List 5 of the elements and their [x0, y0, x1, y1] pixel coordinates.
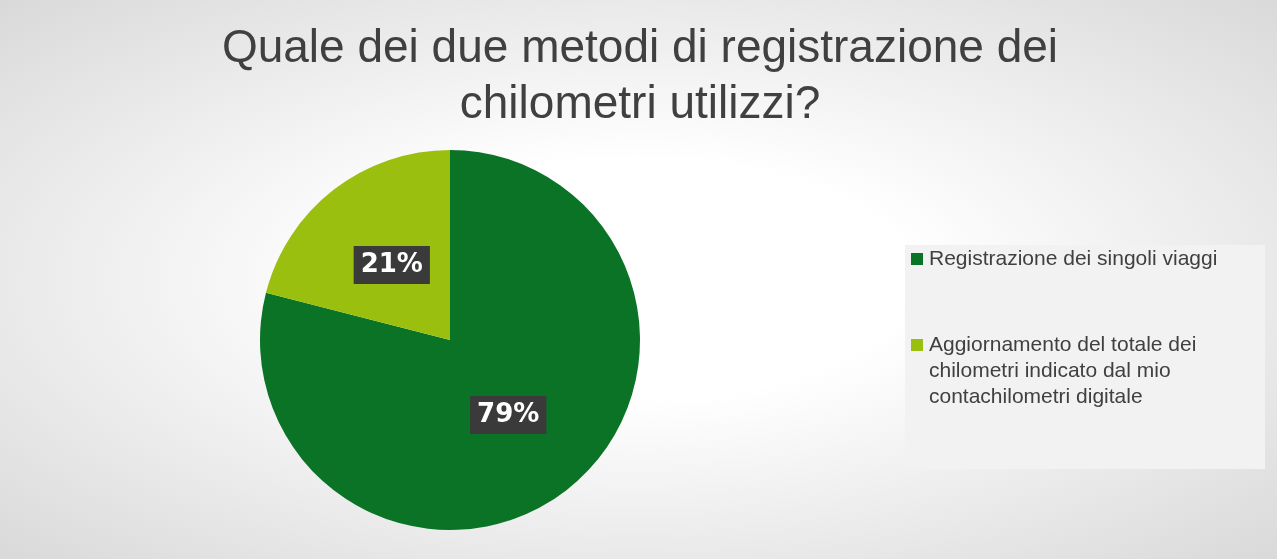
- data-label: 21%: [360, 247, 423, 278]
- data-label: 79%: [477, 397, 540, 428]
- legend-label: Registrazione dei singoli viaggi: [929, 245, 1218, 271]
- legend-label: Aggiornamento del totale dei chilometri indicato dal mio contachilometri digitale: [929, 331, 1198, 409]
- chart-title: Quale dei due metodi di registrazione dei chilometri utilizzi?: [220, 19, 1060, 130]
